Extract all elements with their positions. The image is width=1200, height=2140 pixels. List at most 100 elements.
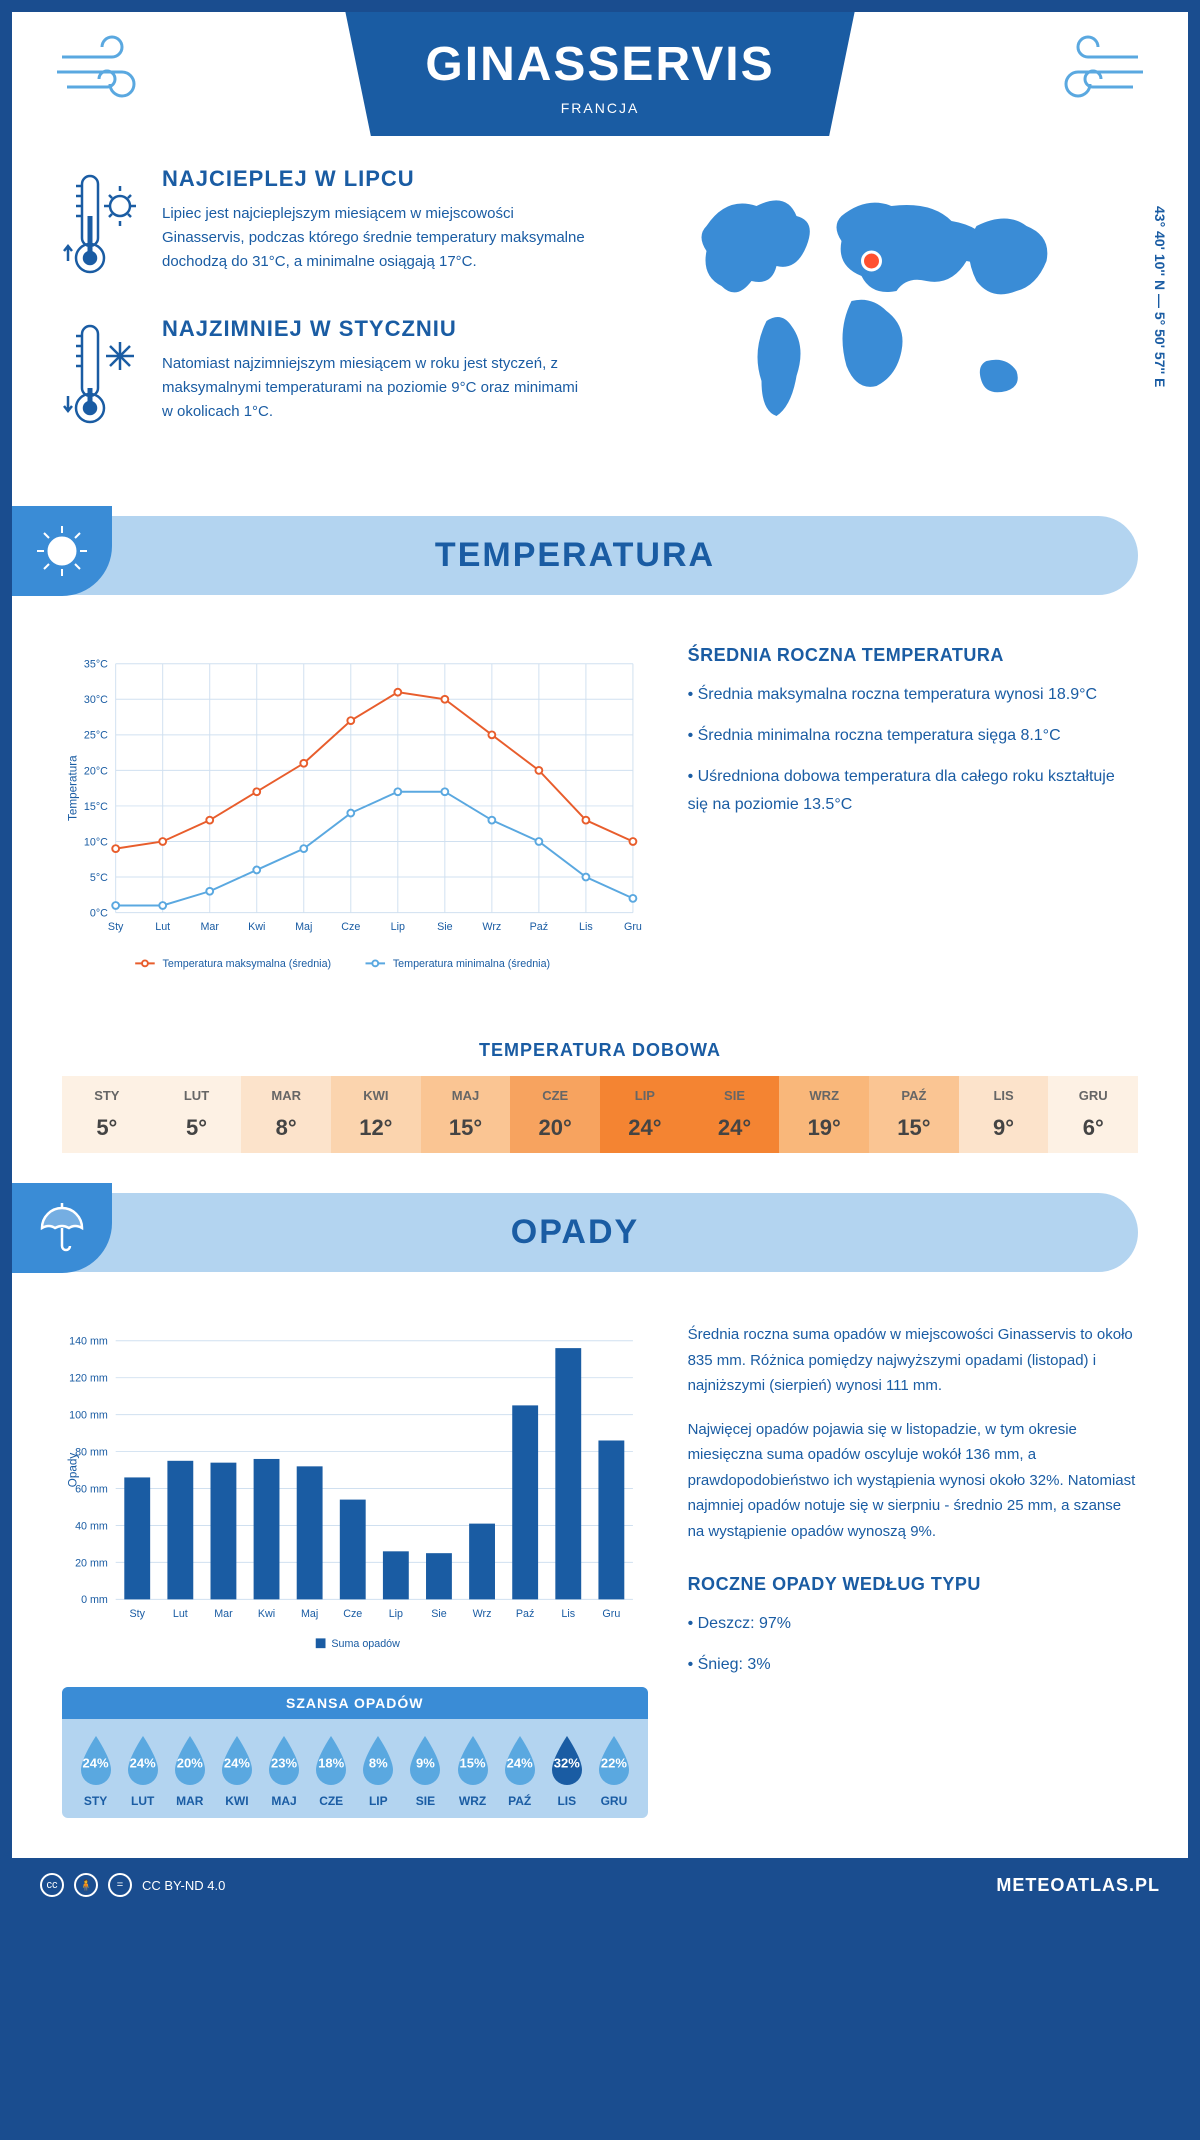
precip-text-2: Najwięcej opadów pojawia się w listopadz… [688,1417,1138,1545]
precip-by-type-bullets: • Deszcz: 97%• Śnieg: 3% [688,1610,1138,1680]
temp-cell-month: GRU [1048,1088,1138,1103]
chance-pct: 18% [318,1755,344,1770]
fact-cold-title: NAJZIMNIEJ W STYCZNIU [162,316,585,342]
chance-cell: 23% MAJ [261,1734,308,1808]
chance-pct: 23% [271,1755,297,1770]
chance-cell: 24% KWI [213,1734,260,1808]
temp-cell: MAJ15° [421,1076,511,1153]
svg-text:140 mm: 140 mm [69,1336,108,1348]
chance-month: CZE [308,1794,355,1808]
fact-coldest: NAJZIMNIEJ W STYCZNIU Natomiast najzimni… [62,316,585,436]
temp-cell-value: 5° [152,1115,242,1141]
temp-cell-month: PAŹ [869,1088,959,1103]
chance-cell: 20% MAR [166,1734,213,1808]
svg-text:Lut: Lut [173,1608,188,1620]
chance-month: MAJ [261,1794,308,1808]
temp-cell-value: 12° [331,1115,421,1141]
svg-text:0°C: 0°C [90,907,108,919]
raindrop-icon: 15% [452,1734,494,1786]
svg-text:Kwi: Kwi [258,1608,275,1620]
svg-text:Paź: Paź [530,921,548,933]
chance-cell: 24% STY [72,1734,119,1808]
svg-text:25°C: 25°C [84,730,108,742]
type-bullet: • Deszcz: 97% [688,1610,1138,1639]
svg-text:Sty: Sty [108,921,124,933]
svg-text:35°C: 35°C [84,659,108,671]
temp-cell-month: STY [62,1088,152,1103]
chance-pct: 24% [224,1755,250,1770]
svg-text:Lis: Lis [561,1608,575,1620]
temp-cell-value: 19° [779,1115,869,1141]
svg-text:30°C: 30°C [84,694,108,706]
temp-cell-month: MAJ [421,1088,511,1103]
temp-cell: CZE20° [510,1076,600,1153]
section-temperature-header: TEMPERATURA [12,516,1138,595]
wind-icon-right [1028,32,1148,112]
svg-text:Gru: Gru [624,921,642,933]
svg-text:20°C: 20°C [84,765,108,777]
svg-text:Paź: Paź [516,1608,534,1620]
chance-pct: 15% [460,1755,486,1770]
daily-temp-table: STY5°LUT5°MAR8°KWI12°MAJ15°CZE20°LIP24°S… [12,1076,1188,1153]
svg-text:Wrz: Wrz [473,1608,492,1620]
svg-text:120 mm: 120 mm [69,1373,108,1385]
raindrop-icon: 24% [499,1734,541,1786]
svg-text:80 mm: 80 mm [75,1446,108,1458]
temp-cell-month: SIE [690,1088,780,1103]
chance-month: LIP [355,1794,402,1808]
chance-pct: 24% [507,1755,533,1770]
chance-pct: 32% [554,1755,580,1770]
city-name: GINASSERVIS [425,37,774,92]
temp-cell-value: 8° [241,1115,331,1141]
raindrop-icon: 20% [169,1734,211,1786]
temp-cell-value: 6° [1048,1115,1138,1141]
chance-month: WRZ [449,1794,496,1808]
chance-pct: 9% [416,1755,435,1770]
svg-text:40 mm: 40 mm [75,1520,108,1532]
chance-month: GRU [590,1794,637,1808]
temp-cell-value: 15° [869,1115,959,1141]
raindrop-icon: 24% [216,1734,258,1786]
precip-text-1: Średnia roczna suma opadów w miejscowośc… [688,1322,1138,1399]
sun-icon [32,521,92,581]
fact-cold-text: Natomiast najzimniejszym miesiącem w rok… [162,352,585,424]
svg-text:Lut: Lut [155,921,170,933]
svg-text:20 mm: 20 mm [75,1557,108,1569]
chance-title: SZANSA OPADÓW [62,1687,648,1719]
temp-cell-month: KWI [331,1088,421,1103]
chance-pct: 22% [601,1755,627,1770]
thermometer-cold-icon [62,316,142,436]
svg-text:Temperatura maksymalna (średni: Temperatura maksymalna (średnia) [163,958,332,970]
temp-cell-value: 24° [600,1115,690,1141]
svg-text:15°C: 15°C [84,801,108,813]
svg-text:Temperatura: Temperatura [67,755,80,821]
svg-text:Sie: Sie [431,1608,447,1620]
temp-cell-month: LIS [959,1088,1049,1103]
coordinates: 43° 40' 10'' N — 5° 50' 57'' E [1152,206,1168,387]
svg-text:Maj: Maj [295,921,312,933]
chance-cell: 24% LUT [119,1734,166,1808]
daily-temp-title: TEMPERATURA DOBOWA [12,1040,1188,1061]
section-precipitation-header: OPADY [12,1193,1138,1272]
precipitation-chance-box: SZANSA OPADÓW 24% STY 24% LUT 20% MAR 24… [62,1687,648,1818]
temp-cell-month: LUT [152,1088,242,1103]
section-temperature-title: TEMPERATURA [12,536,1138,575]
svg-text:Temperatura minimalna (średnia: Temperatura minimalna (średnia) [393,958,550,970]
intro-section: NAJCIEPLEJ W LIPCU Lipiec jest najcieple… [12,136,1188,496]
country-name: FRANCJA [425,100,774,116]
svg-text:Mar: Mar [200,921,219,933]
section-precipitation-title: OPADY [12,1213,1138,1252]
raindrop-icon: 18% [310,1734,352,1786]
chance-month: STY [72,1794,119,1808]
raindrop-icon: 32% [546,1734,588,1786]
temp-cell: LUT 5° [152,1076,242,1153]
annual-bullet: • Średnia maksymalna roczna temperatura … [688,681,1138,710]
chance-pct: 24% [130,1755,156,1770]
annual-temp-bullets: • Średnia maksymalna roczna temperatura … [688,681,1138,820]
svg-text:Sty: Sty [129,1608,145,1620]
chance-cell: 22% GRU [590,1734,637,1808]
svg-text:10°C: 10°C [84,836,108,848]
chance-month: PAŹ [496,1794,543,1808]
svg-text:100 mm: 100 mm [69,1410,108,1422]
precip-by-type-title: ROCZNE OPADY WEDŁUG TYPU [688,1574,1138,1595]
